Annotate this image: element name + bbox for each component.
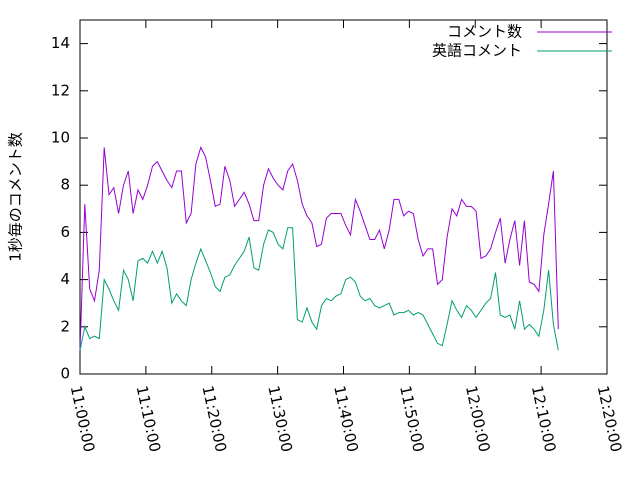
y-tick-label: 8	[60, 176, 70, 194]
y-axis-label: 1秒毎のコメント数	[7, 132, 25, 262]
y-tick-label: 2	[60, 317, 70, 335]
y-tick-label: 14	[51, 34, 70, 52]
y-tick-label: 10	[51, 129, 70, 147]
y-tick-label: 4	[60, 270, 70, 288]
series-line	[79, 227, 559, 351]
y-tick-label: 6	[60, 223, 70, 241]
y-tick-label: 12	[51, 81, 70, 99]
legend-label: コメント数	[447, 23, 522, 41]
series-line	[79, 146, 559, 351]
y-tick-label: 0	[60, 365, 70, 383]
legend-label: 英語コメント	[432, 42, 522, 60]
plot-border	[79, 19, 608, 375]
